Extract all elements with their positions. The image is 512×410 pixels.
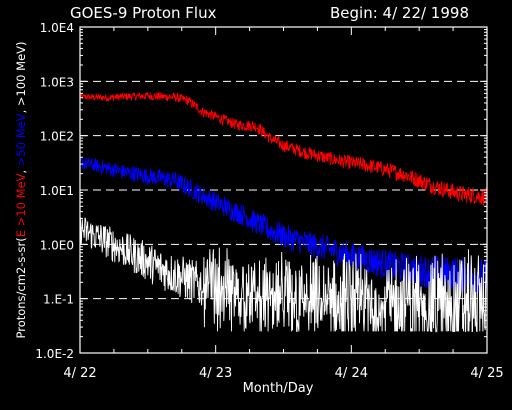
y-label-part: >50 MeV — [14, 113, 28, 166]
y-axis-label: Protons/cm2-s-sr(E >10 MeV, >50 MeV, >10… — [14, 41, 28, 338]
x-axis-ticks: 4/ 22 4/ 23 4/ 24 4/ 25 — [63, 27, 504, 381]
y-tick-label: 1.0E-2 — [35, 347, 74, 361]
y-tick-label: 1.0E4 — [40, 21, 74, 35]
y-label-part: ) — [14, 41, 28, 46]
series-line-gt10mev — [80, 91, 487, 207]
series-line-gt50mev — [80, 156, 487, 294]
y-tick-label: 1.0E0 — [40, 238, 74, 252]
y-label-part: , — [14, 166, 28, 173]
y-axis-ticks: 1.0E-2 1.E-1 1.0E0 1.0E1 1.0E2 1.0E3 1.0E4 — [35, 21, 487, 361]
y-axis-label-text: Protons/cm2-s-sr(E >10 MeV, >50 MeV, >10… — [14, 41, 28, 338]
y-label-part: , >100 MeV — [14, 46, 28, 114]
plot-frame — [79, 26, 488, 354]
series-line-gt100mev — [80, 216, 487, 333]
y-tick-label: 1.0E1 — [40, 184, 74, 198]
x-tick-label: 4/ 25 — [470, 366, 503, 381]
series-lines — [80, 91, 487, 333]
x-tick-label: 4/ 24 — [335, 366, 368, 381]
y-tick-label: 1.0E3 — [40, 75, 74, 89]
x-tick-label: 4/ 22 — [63, 366, 96, 381]
chart-begin-date: Begin: 4/ 22/ 1998 — [330, 4, 469, 22]
x-axis-label: Month/Day — [243, 381, 314, 396]
x-tick-label: 4/ 23 — [199, 366, 232, 381]
y-label-prefix: Protons/cm2-s-sr( — [14, 237, 28, 338]
y-tick-label: 1.E-1 — [43, 293, 74, 307]
chart-title: GOES-9 Proton Flux — [70, 4, 217, 22]
y-label-part: E >10 MeV — [14, 173, 28, 237]
y-tick-label: 1.0E2 — [40, 130, 74, 144]
